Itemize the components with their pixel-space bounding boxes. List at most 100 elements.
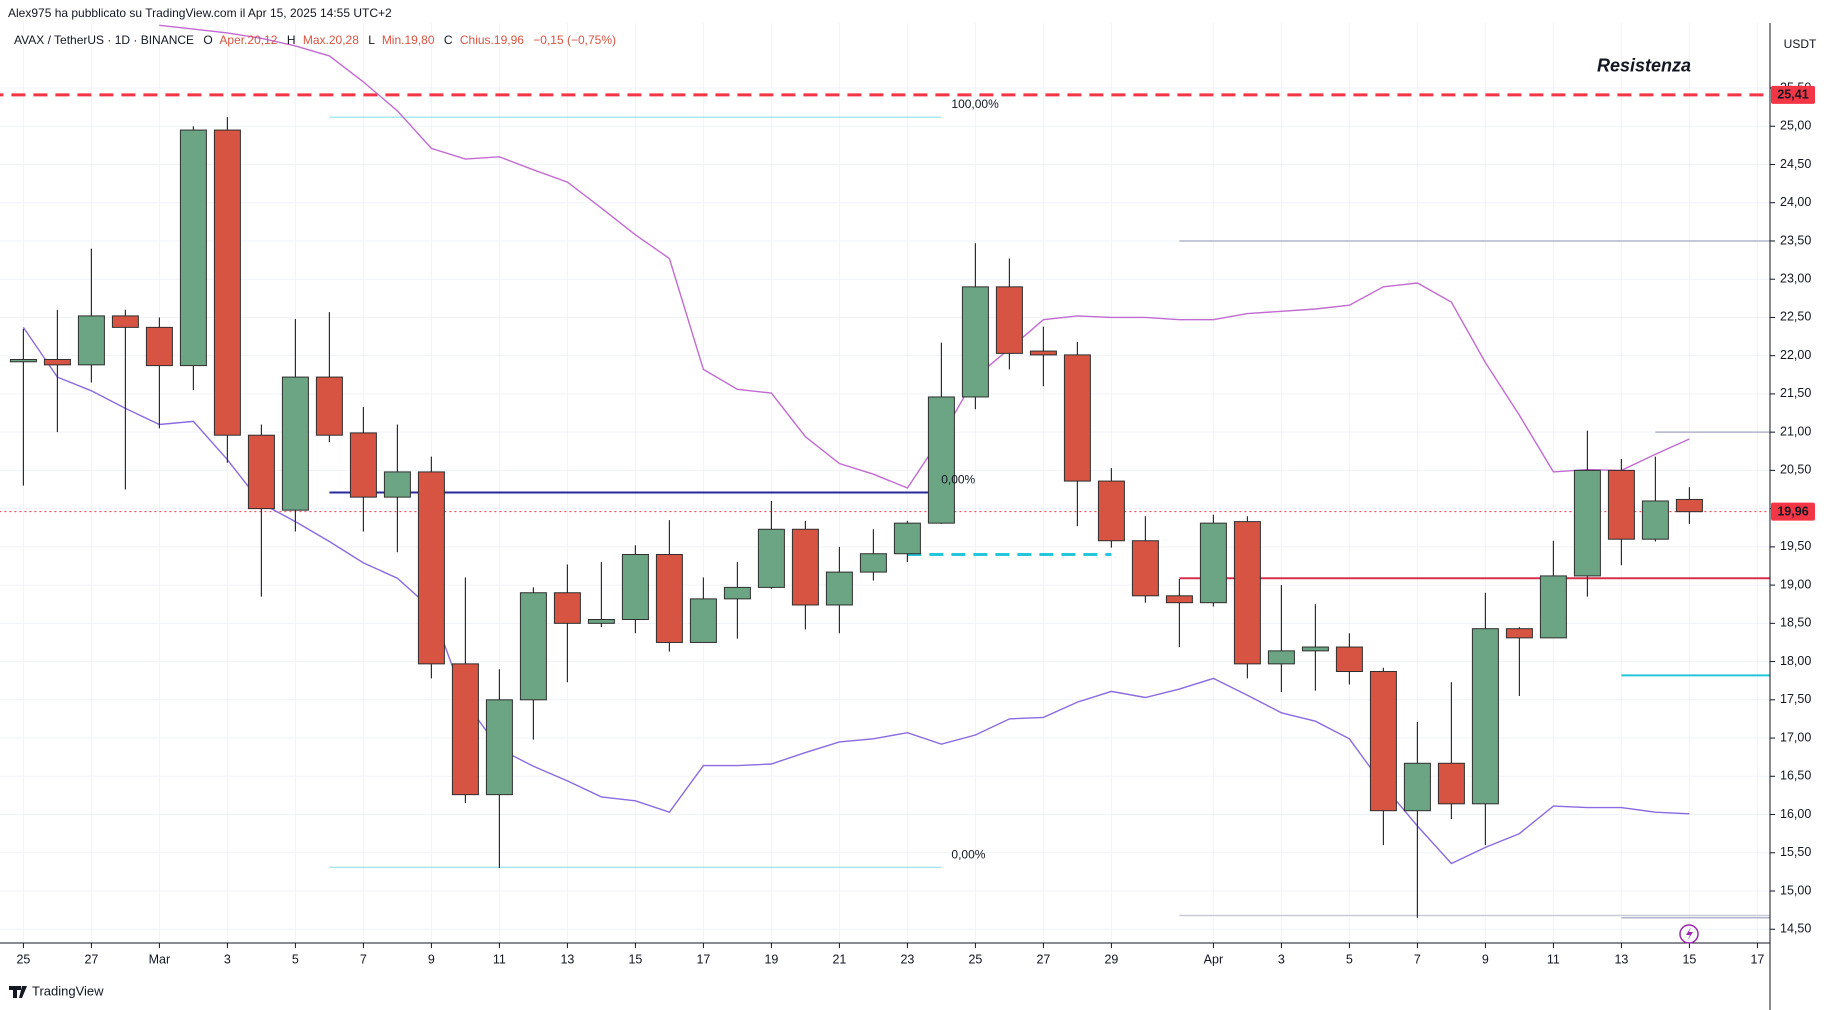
candle-body	[1097, 480, 1125, 542]
band-line	[159, 24, 1690, 489]
level-label: 100,00%	[951, 97, 999, 111]
candle-body	[1437, 762, 1465, 805]
candle-body	[1641, 500, 1669, 540]
x-tick-label: 25	[16, 952, 30, 966]
x-tick-label: 29	[1104, 952, 1118, 966]
candle-body	[519, 592, 547, 701]
candle-body	[1301, 646, 1329, 652]
candle-body	[1199, 522, 1227, 604]
x-tick-label: 13	[1614, 952, 1628, 966]
candle-body	[927, 396, 955, 524]
x-tick-label: 7	[1414, 952, 1421, 966]
candle-body	[111, 315, 139, 328]
candle-body	[1369, 671, 1397, 812]
candle-body	[43, 358, 71, 366]
plot-area	[0, 24, 1770, 919]
y-tick-label: 24,50	[1780, 157, 1811, 171]
candle-body	[247, 434, 275, 510]
candle-body	[1403, 762, 1431, 812]
y-tick-label: 23,00	[1780, 271, 1811, 285]
x-tick-label: 7	[360, 952, 367, 966]
candle-body	[655, 554, 683, 643]
candle-body	[1165, 595, 1193, 604]
x-tick-label: 23	[900, 952, 914, 966]
price-tag-label: 19,96	[1777, 504, 1808, 518]
candle-body	[1233, 521, 1261, 665]
x-tick-label: 15	[1682, 952, 1696, 966]
ohlc-value: Max.20,28	[303, 33, 359, 47]
price-tag-label: 25,41	[1777, 88, 1808, 102]
y-tick-label: 22,50	[1780, 310, 1811, 324]
x-tick-label: 19	[764, 952, 778, 966]
candle-body	[621, 554, 649, 621]
candle-body	[349, 432, 377, 498]
candle-body	[587, 619, 615, 624]
ohlc-value: Aper.20,12	[219, 33, 277, 47]
y-tick-label: 16,00	[1780, 807, 1811, 821]
brand-logo	[9, 986, 27, 998]
candle-body	[961, 286, 989, 398]
x-tick-label: 13	[560, 952, 574, 966]
y-tick-label: 25,00	[1780, 119, 1811, 133]
x-tick-label: 5	[292, 952, 299, 966]
candle-body	[213, 129, 241, 436]
ohlc-value: Chius.19,96	[460, 33, 524, 47]
candle-body	[859, 553, 887, 573]
candle-body	[383, 471, 411, 498]
x-tick-label: 15	[628, 952, 642, 966]
candle-body	[689, 598, 717, 643]
axes: 14,50 15,00 15,50 16,00 16,50 17,00 17,50 18,00…	[16, 80, 1811, 966]
y-tick-label: 17,50	[1780, 692, 1811, 706]
candle-body	[723, 586, 751, 600]
candle-body	[1573, 469, 1601, 577]
legend-line: AVAX / TetherUS · 1D · BINANCE O Aper.20…	[14, 33, 616, 47]
y-tick-label: 22,00	[1780, 348, 1811, 362]
candle-body	[893, 522, 921, 555]
brand: TradingView	[32, 983, 104, 998]
x-tick-label: 3	[224, 952, 231, 966]
y-tick-label: 15,50	[1780, 845, 1811, 859]
change: −0,15 (−0,75%)	[533, 33, 616, 47]
y-tick-label: 16,50	[1780, 769, 1811, 783]
candle-body	[1607, 469, 1635, 540]
y-tick-label: 18,00	[1780, 654, 1811, 668]
x-tick-label: 27	[1036, 952, 1050, 966]
price-tag	[1771, 502, 1815, 521]
candle-body	[281, 376, 309, 511]
y-tick-label: 20,50	[1780, 463, 1811, 477]
candle-body	[145, 326, 173, 367]
y-tick-label: 23,50	[1780, 233, 1811, 247]
y-tick-label: 17,00	[1780, 730, 1811, 744]
candle-body	[77, 315, 105, 366]
y-tick-label: 15,00	[1780, 883, 1811, 897]
x-tick-label: 21	[832, 952, 846, 966]
y-tick-label: 19,50	[1780, 539, 1811, 553]
y-tick-label: 21,00	[1780, 424, 1811, 438]
currency: USDT	[1784, 37, 1817, 51]
candle-body	[1131, 540, 1159, 597]
x-tick-label: 9	[428, 952, 435, 966]
level-annotation: Resistenza	[1597, 56, 1691, 76]
candle-body	[451, 663, 479, 796]
ohlc-key: L	[368, 33, 375, 47]
level-label: 0,00%	[941, 473, 975, 487]
candle-body	[1335, 646, 1363, 673]
symbol: AVAX / TetherUS · 1D · BINANCE	[14, 33, 194, 47]
ohlc-key: H	[287, 33, 296, 47]
alert-icon-bolt	[1686, 927, 1693, 941]
candle-body	[553, 592, 581, 624]
candle-body	[1505, 628, 1533, 639]
ohlc-key: C	[444, 33, 453, 47]
candle-body	[179, 129, 207, 367]
candle-body	[757, 528, 785, 588]
x-tick-label: 17	[1750, 952, 1764, 966]
candle-body	[995, 286, 1023, 354]
candle-body	[1471, 628, 1499, 805]
candle-body	[791, 528, 819, 606]
publish-title: Alex975 ha pubblicato su TradingView.com…	[8, 6, 392, 20]
alert-icon[interactable]	[1679, 924, 1699, 944]
x-tick-label: 11	[493, 952, 506, 966]
x-tick-label: 25	[968, 952, 982, 966]
